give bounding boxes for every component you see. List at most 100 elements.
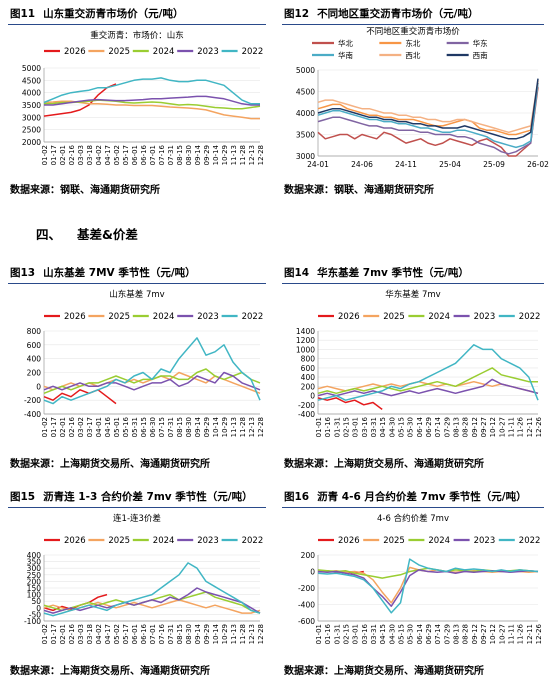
legend-label: 2022 xyxy=(242,312,264,322)
x-tick-label: 08-13 xyxy=(453,624,461,644)
x-tick-label: 08-15 xyxy=(176,624,184,644)
x-tick-label: 08-30 xyxy=(185,417,193,437)
y-tick-label: 400 xyxy=(27,551,42,560)
y-tick-label: 200 xyxy=(27,369,42,378)
x-tick-label: 09-27 xyxy=(480,417,488,437)
x-tick-label: 02-16 xyxy=(68,623,76,644)
y-tick-label: 4500 xyxy=(296,88,315,97)
y-tick-label: -400 xyxy=(24,410,41,419)
x-tick-label: 05-16 xyxy=(122,416,130,437)
figure-11-title: 图11 山东重交沥青市场价（元/吨） xyxy=(10,6,183,21)
series-line xyxy=(317,82,539,136)
x-tick-label: 09-14 xyxy=(194,416,202,437)
series-line xyxy=(317,78,539,140)
x-tick-label: 07-31 xyxy=(167,624,175,644)
y-tick-label: 3000 xyxy=(296,152,315,161)
x-tick-label: 02-16 xyxy=(68,144,76,165)
x-tick-label: 10-29 xyxy=(221,417,229,437)
x-tick-label: 05-30 xyxy=(407,624,415,644)
x-tick-label: 24-01 xyxy=(307,160,329,169)
x-tick-label: 08-15 xyxy=(176,145,184,165)
x-tick-label: 01-17 xyxy=(50,145,58,165)
x-tick-label: 09-29 xyxy=(203,145,211,165)
legend-label: 2024 xyxy=(428,536,450,546)
y-tick-label: -400 xyxy=(298,410,315,419)
x-tick-label: 09-27 xyxy=(480,624,488,644)
x-tick-label: 12-26 xyxy=(535,623,543,644)
chart-title: 连1-连3价差 xyxy=(113,513,161,524)
series-line xyxy=(43,100,260,120)
x-tick-label: 10-12 xyxy=(489,624,497,644)
figure-11-source: 数据来源：钢联、海通期货研究所 xyxy=(10,185,160,196)
y-tick-label: 150 xyxy=(27,584,42,593)
figure-caption: 山东重交沥青市场价（元/吨） xyxy=(43,8,184,20)
x-tick-label: 04-17 xyxy=(104,624,112,644)
y-tick-label: 800 xyxy=(27,327,42,336)
legend-label: 2023 xyxy=(474,536,496,546)
y-tick-label: 1200 xyxy=(296,336,315,345)
x-tick-label: 09-12 xyxy=(471,624,479,644)
x-tick-label: 09-29 xyxy=(203,624,211,644)
chart-title: 重交沥青：市场价：山东 xyxy=(90,30,184,41)
x-tick-label: 05-17 xyxy=(122,145,130,165)
x-tick-label: 03-31 xyxy=(370,417,378,437)
x-tick-label: 04-01 xyxy=(95,417,103,437)
x-tick-label: 01-02 xyxy=(41,145,49,165)
y-tick-label: 400 xyxy=(27,355,42,364)
figure-number: 图15 xyxy=(10,491,36,503)
legend-label: 2026 xyxy=(338,536,360,546)
x-tick-label: 04-15 xyxy=(379,417,387,437)
x-tick-label: 02-15 xyxy=(343,624,351,644)
x-tick-label: 09-29 xyxy=(203,417,211,437)
figure-15-title: 图15 沥青连 1-3 合约价差 7mv 季节性（元/吨） xyxy=(10,489,253,504)
y-tick-label: 800 xyxy=(301,355,316,364)
x-tick-label: 03-01 xyxy=(352,417,360,437)
x-tick-label: 06-16 xyxy=(140,623,148,644)
legend-label: 2022 xyxy=(519,536,541,546)
x-tick-label: 09-12 xyxy=(471,417,479,437)
y-tick-label: -100 xyxy=(24,617,41,626)
series-line xyxy=(43,83,117,117)
figure-number: 图14 xyxy=(284,267,310,279)
y-tick-label: 3500 xyxy=(296,131,315,140)
x-tick-label: 07-14 xyxy=(434,623,442,644)
x-tick-label: 05-02 xyxy=(113,145,121,165)
x-tick-label: 03-03 xyxy=(77,145,85,165)
y-tick-label: 4500 xyxy=(22,76,41,85)
x-tick-label: 03-31 xyxy=(370,624,378,644)
x-tick-label: 09-14 xyxy=(194,144,202,165)
x-tick-label: 11-13 xyxy=(230,417,238,437)
x-tick-label: 07-29 xyxy=(443,417,451,437)
series-line xyxy=(44,95,260,106)
x-tick-label: 12-13 xyxy=(248,145,256,165)
y-tick-label: 4000 xyxy=(22,89,41,98)
legend-label: 2023 xyxy=(197,312,219,322)
x-tick-label: 07-16 xyxy=(158,144,166,165)
x-tick-label: 01-17 xyxy=(50,417,58,437)
legend-label: 2025 xyxy=(108,47,130,57)
x-tick-label: 05-31 xyxy=(131,417,139,437)
title-rule xyxy=(8,24,266,25)
series-line xyxy=(43,587,261,614)
x-tick-label: 26-02 xyxy=(527,160,549,169)
legend-label: 东北 xyxy=(405,38,420,48)
y-tick-label: 50 xyxy=(31,597,41,606)
y-tick-label: 200 xyxy=(27,577,42,586)
x-tick-label: 06-14 xyxy=(416,623,424,644)
x-tick-label: 24-11 xyxy=(395,160,417,169)
x-tick-label: 03-18 xyxy=(86,624,94,644)
legend-label: 西北 xyxy=(405,51,420,60)
x-tick-label: 03-18 xyxy=(86,145,94,165)
x-tick-label: 10-29 xyxy=(221,145,229,165)
x-tick-label: 11-28 xyxy=(239,145,247,165)
series-line xyxy=(43,371,261,391)
y-tick-label: 2000 xyxy=(22,138,41,147)
x-tick-label: 01-02 xyxy=(41,417,49,437)
x-tick-label: 01-01 xyxy=(315,624,323,644)
legend-label: 2025 xyxy=(108,536,130,546)
y-tick-label: 4000 xyxy=(296,109,315,118)
legend-label: 2022 xyxy=(242,536,264,546)
x-tick-label: 04-17 xyxy=(104,145,112,165)
x-tick-label: 06-01 xyxy=(131,145,139,165)
figure-number: 图16 xyxy=(284,491,310,503)
